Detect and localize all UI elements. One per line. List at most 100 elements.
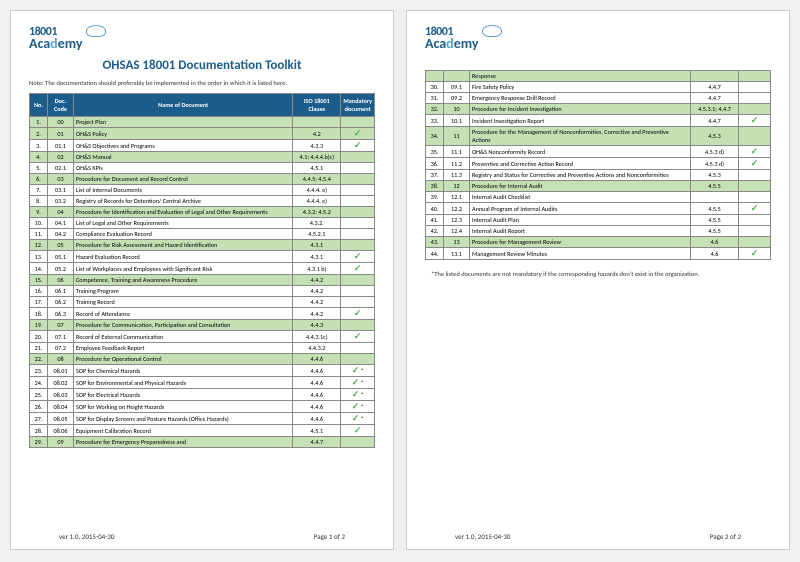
page-1: 18001 Academy OHSAS 18001 Documentation … [10, 10, 394, 550]
cell-no: 18. [30, 308, 48, 320]
cell-clause: 4.4.4. e) [293, 196, 341, 207]
cell-no: 16. [30, 286, 48, 297]
th-code: Doc. Code [48, 94, 74, 117]
cell-name: Procedure for Communication, Participati… [74, 320, 293, 331]
cell-no: 21. [30, 343, 48, 354]
cell-no: 20. [30, 331, 48, 343]
cell-mandatory [739, 181, 771, 192]
table-row: 18.06.3Record of Attendance4.4.2✓ [30, 308, 375, 320]
table-row: 3.01.1OH&S Objectives and Programs4.3.3✓ [30, 140, 375, 152]
cell-name: Procedure for Identification and Evaluat… [74, 207, 293, 218]
cell-code: 01 [48, 128, 74, 140]
table-row: 14.05.2List of Workplaces and Employees … [30, 263, 375, 275]
table-row: 4.02OH&S Manual4.1; 4.4.4.b)c) [30, 152, 375, 163]
cell-clause: 4.5.3 [691, 170, 739, 181]
cell-clause: 4.3.1 [293, 251, 341, 263]
cell-name: SOP for Electrical Hazards [74, 389, 293, 401]
doc-table-2: Response30.09.1Fire Safety Policy4.4.731… [425, 70, 771, 260]
table-row: 26.08.04SOP for Working on Height Hazard… [30, 401, 375, 413]
cell-clause: 4.5.1 [293, 163, 341, 174]
cell-name: Response [470, 71, 691, 82]
page-footer-1: ver 1.0, 2015-04-30 Page 1 of 2 [29, 528, 375, 541]
cell-mandatory: ✓ [341, 140, 375, 152]
cell-name: SOP for Display Screens and Posture Haza… [74, 413, 293, 425]
cell-code: 09 [48, 437, 74, 448]
cell-clause: 4.5.3 [691, 127, 739, 146]
cell-code: 04.2 [48, 229, 74, 240]
cloud-icon [86, 25, 106, 37]
cell-clause: 4.6 [691, 248, 739, 260]
table-row: 13.05.1Hazard Evaluation Record4.3.1✓ [30, 251, 375, 263]
cell-code: 06.2 [48, 297, 74, 308]
cell-mandatory [739, 71, 771, 82]
table-row: 23.08.01SOP for Chemical Hazards4.4.6✓ * [30, 365, 375, 377]
table-row: 6.03Procedure for Document and Record Co… [30, 174, 375, 185]
cell-mandatory: ✓ * [341, 365, 375, 377]
cell-name: SOP for Working on Height Hazards [74, 401, 293, 413]
cell-no: 34. [426, 127, 444, 146]
cell-name: Competence, Training and Awareness Proce… [74, 275, 293, 286]
cell-clause: 4.3.2. [293, 218, 341, 229]
cell-name: Compliance Evaluation Record [74, 229, 293, 240]
asterisk: * [359, 403, 363, 411]
cell-code: 10 [444, 104, 470, 115]
check-icon: ✓ [751, 158, 759, 169]
asterisk: * [359, 391, 363, 399]
cell-code: 08 [48, 354, 74, 365]
cell-mandatory [341, 320, 375, 331]
cell-clause: 4.4.3 [293, 320, 341, 331]
footer-version: ver 1.0, 2015-04-30 [59, 532, 114, 541]
cell-clause: 4.4.7 [691, 93, 739, 104]
table-row: 36.11.2Preventive and Corrective Action … [426, 158, 771, 170]
cell-mandatory [341, 117, 375, 128]
cell-mandatory [739, 104, 771, 115]
cell-mandatory: ✓ [341, 425, 375, 437]
cell-code: 13.1 [444, 248, 470, 260]
table-row: 30.09.1Fire Safety Policy4.4.7 [426, 82, 771, 93]
cell-clause: 4.2 [293, 128, 341, 140]
cell-name: Procedure for Document and Record Contro… [74, 174, 293, 185]
cell-no: 32. [426, 104, 444, 115]
cell-clause: 4.3.3 [293, 140, 341, 152]
cell-no: 14. [30, 263, 48, 275]
cell-no: 15. [30, 275, 48, 286]
table-row: 11.04.2Compliance Evaluation Record4.5.2… [30, 229, 375, 240]
cell-code: 08.04 [48, 401, 74, 413]
table-row: 2.01OH&S Policy4.2✓ [30, 128, 375, 140]
cell-no: 30. [426, 82, 444, 93]
cell-mandatory [341, 152, 375, 163]
table-row: 27.08.05SOP for Display Screens and Post… [30, 413, 375, 425]
cell-no: 26. [30, 401, 48, 413]
cell-code: 00 [48, 117, 74, 128]
cell-code: 01.1 [48, 140, 74, 152]
table-row: 43.13Procedure for Management Review4.6 [426, 237, 771, 248]
cell-mandatory [341, 297, 375, 308]
cell-mandatory [341, 354, 375, 365]
cell-code: 06.3 [48, 308, 74, 320]
table-row: 1.00Project Plan [30, 117, 375, 128]
cell-mandatory [739, 192, 771, 203]
cell-clause: 4.4.6 [293, 389, 341, 401]
table-row: 19.07Procedure for Communication, Partic… [30, 320, 375, 331]
cell-name: Internal Audit Report [470, 226, 691, 237]
cell-name: Fire Safety Policy [470, 82, 691, 93]
cell-no: 8. [30, 196, 48, 207]
cell-code: 12.1 [444, 192, 470, 203]
cell-name: Procedure for the Management of Nonconfo… [470, 127, 691, 146]
table-row: 41.12.3Internal Audit Plan4.5.5 [426, 215, 771, 226]
cell-mandatory [341, 163, 375, 174]
cell-mandatory [341, 196, 375, 207]
cell-clause: 4.4.6 [293, 401, 341, 413]
cell-name: List of Workplaces and Employees with Si… [74, 263, 293, 275]
check-icon: ✓ [751, 115, 759, 126]
cell-name: Record of External Communication [74, 331, 293, 343]
cell-clause: 4.5.5 [691, 226, 739, 237]
cell-code: 05.1 [48, 251, 74, 263]
cell-mandatory: ✓ [739, 248, 771, 260]
cell-mandatory [739, 237, 771, 248]
table-row: 9.04Procedure for Identification and Eva… [30, 207, 375, 218]
note-text: Note: The documentation should preferabl… [29, 79, 375, 87]
check-icon: ✓ [354, 331, 362, 342]
cell-code: 11.3 [444, 170, 470, 181]
cell-clause: 4.5.2.1 [293, 229, 341, 240]
